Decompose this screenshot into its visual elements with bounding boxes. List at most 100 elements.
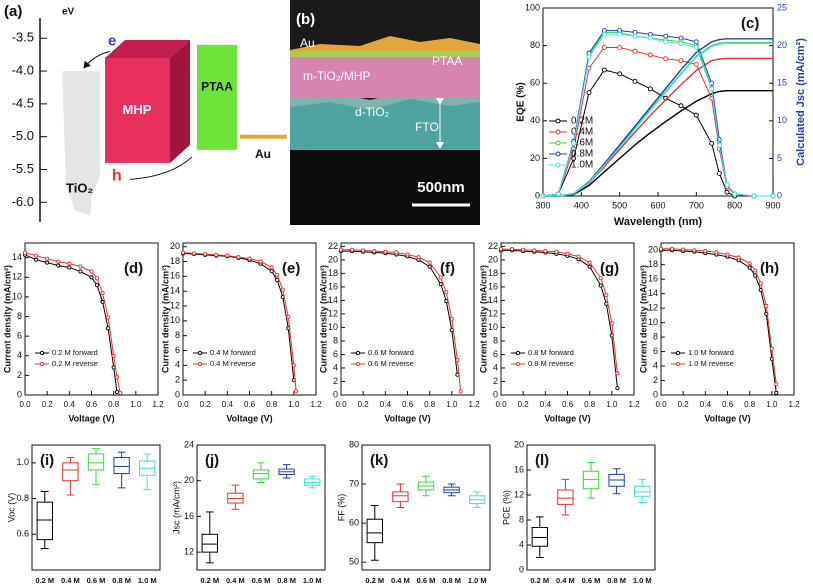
y-tick-label: 10 — [12, 291, 22, 301]
mhp-label: MHP — [123, 102, 152, 117]
y-tick-label: 10 — [488, 322, 498, 332]
data-point — [732, 191, 738, 197]
y2-axis-label: Calculated Jsc (mA/cm²) — [795, 38, 807, 166]
legend-label: 0.2M — [571, 116, 593, 127]
data-point — [180, 250, 186, 255]
data-point — [714, 250, 719, 255]
data-point — [192, 251, 197, 256]
data-point — [587, 264, 592, 269]
legend-marker — [355, 361, 361, 367]
box — [62, 462, 79, 482]
data-point — [601, 67, 607, 73]
data-point — [632, 33, 638, 39]
y-tick-label: -3.5 — [12, 30, 34, 45]
y-tick-label: 20 — [488, 254, 498, 264]
y2-tick-label: 20 — [777, 40, 787, 50]
box — [557, 489, 574, 505]
data-point — [89, 269, 94, 274]
data-point — [543, 249, 548, 254]
data-point — [94, 276, 100, 281]
data-point — [670, 246, 675, 251]
y-tick-label: 24 — [184, 439, 194, 449]
data-point — [601, 45, 607, 50]
y-tick-label: 2 — [653, 375, 658, 385]
x-tick-label: 0.0 — [19, 400, 31, 409]
legend-marker — [555, 162, 561, 168]
x-tick-label: 0.4 — [64, 400, 76, 409]
data-point — [225, 253, 230, 258]
x-tick-label: 300 — [535, 200, 550, 210]
y-tick-label: 22 — [328, 241, 338, 251]
data-point — [617, 31, 623, 37]
y-tick-label: 20 — [648, 245, 658, 255]
panel-label: (g) — [600, 260, 619, 277]
y-tick-label: 22 — [488, 241, 498, 251]
y-tick-label: 8 — [17, 311, 22, 321]
data-point — [774, 390, 779, 395]
x-tick-label: 1.0 — [766, 400, 778, 409]
data-point — [455, 357, 460, 362]
data-point — [100, 299, 105, 304]
layer-label: m-TiO₂/MHP — [303, 69, 371, 83]
y-tick-label: -6.0 — [12, 194, 34, 209]
y-tick-label: 4 — [175, 360, 180, 370]
x-tick-label: 0.4 M — [556, 576, 575, 585]
x-tick-label: 1.2 — [152, 400, 164, 409]
axis-unit: eV — [62, 7, 75, 18]
x-tick-label: 1.0 M — [633, 576, 652, 585]
box — [582, 470, 600, 490]
y-tick-label: 2 — [493, 376, 498, 386]
x-tick-label: 700 — [689, 200, 704, 210]
data-point — [34, 257, 39, 262]
x-tick-label: 0.2 — [42, 400, 54, 409]
y-tick-label: 10 — [648, 317, 658, 327]
y-tick-label: 12 — [328, 308, 338, 318]
y-tick-label: 10 — [328, 322, 338, 332]
data-point — [106, 315, 111, 320]
y-tick-label: 6 — [653, 346, 658, 356]
x-axis-label: Wavelength (nm) — [614, 216, 703, 228]
panel-label: (j) — [205, 452, 219, 469]
data-point — [372, 249, 377, 254]
data-point — [647, 35, 653, 41]
data-point — [709, 140, 715, 146]
y-tick-label: 4 — [333, 362, 338, 372]
y2-tick-label: 0 — [777, 190, 782, 200]
sem-image: (b) Au PTAA m-TiO₂/MHP d-TiO₂ FTO 500nm — [290, 0, 480, 225]
y-tick-label: 14 — [648, 288, 658, 298]
data-point — [736, 255, 741, 260]
box — [252, 469, 270, 480]
data-point — [458, 389, 463, 394]
mhp-top — [105, 39, 190, 58]
y-tick-label: -4.5 — [12, 95, 34, 110]
series-line — [661, 249, 777, 393]
y-tick-label: 4 — [519, 539, 524, 549]
panel-label: (a) — [4, 3, 22, 20]
data-point — [291, 363, 296, 368]
data-point — [438, 275, 443, 280]
y-tick-label: 0 — [653, 389, 658, 399]
x-tick-label: 900 — [765, 200, 780, 210]
legend-label: 0.2 M reverse — [52, 359, 98, 368]
y-axis-label: EQE (%) — [516, 82, 527, 121]
x-tick-label: 500 — [612, 200, 627, 210]
panel-label: (f) — [440, 260, 455, 277]
y-axis-label: Current density (mA/cm²) — [2, 265, 12, 373]
legend-marker — [555, 151, 561, 157]
data-point — [658, 246, 664, 251]
x-tick-label: 1.0 — [446, 400, 458, 409]
series-line — [182, 252, 297, 392]
x-tick-label: 0.8 — [108, 400, 120, 409]
y-tick-label: 16 — [488, 281, 498, 291]
data-point — [663, 33, 669, 39]
plot-frame — [196, 444, 326, 571]
energy-diagram: (a) eV -3.5 -4.0 -4.5 -5.0 -5.5 -6.0 TiO₂ MHP PTAA… — [4, 3, 287, 222]
data-point — [100, 290, 105, 296]
panel-label: (e) — [282, 260, 300, 277]
y-axis-label: FF (%) — [336, 494, 346, 522]
data-point — [678, 35, 684, 41]
x-tick-label: 0.2 — [678, 400, 690, 409]
legend-label: 0.2 M forward — [52, 348, 98, 357]
legend-marker — [355, 350, 361, 356]
